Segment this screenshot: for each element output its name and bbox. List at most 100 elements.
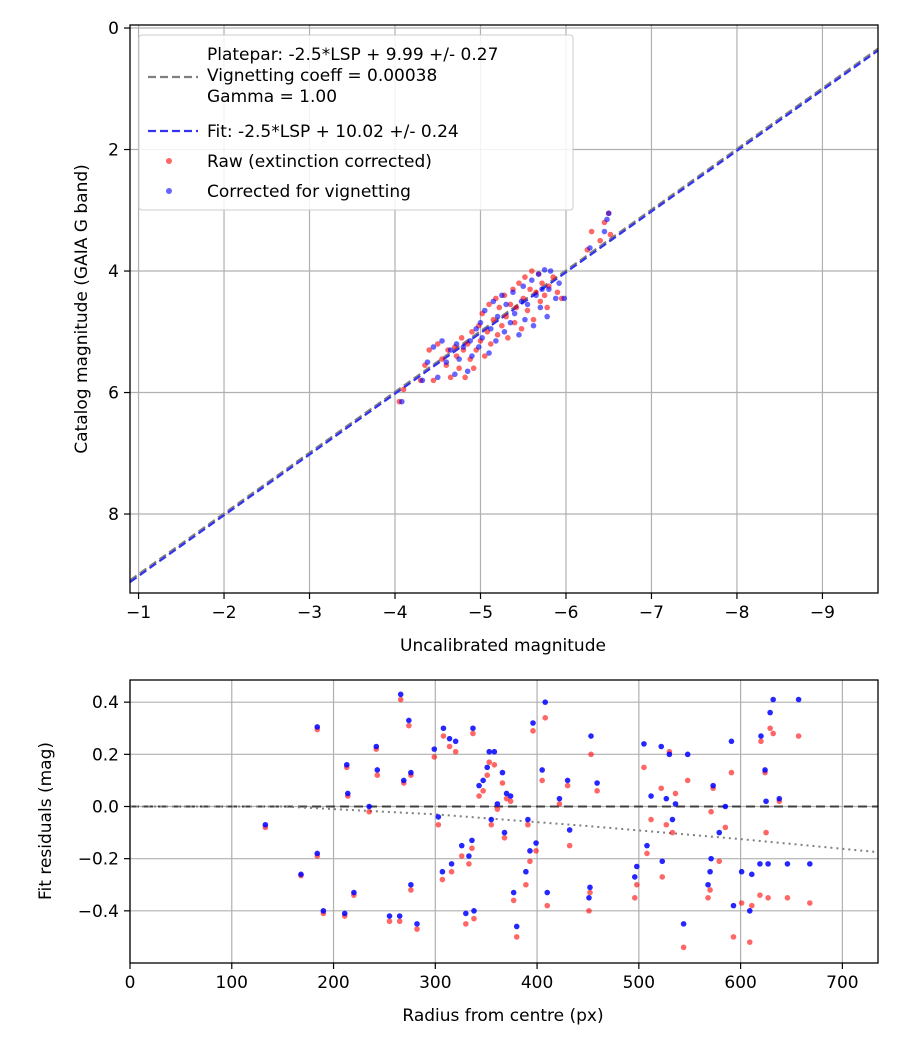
raw-point: [456, 365, 462, 372]
corrected-residual-point: [525, 816, 531, 823]
raw-residual-point: [503, 795, 510, 802]
raw-residual-point: [501, 835, 508, 841]
corrected-residual-point: [396, 913, 403, 919]
raw-residual-point: [386, 918, 393, 925]
corrected-residual-point: [776, 795, 783, 802]
raw-residual-point: [491, 761, 498, 768]
raw-residual-point: [484, 772, 491, 779]
raw-residual-point: [435, 821, 442, 828]
raw-residual-point: [770, 730, 776, 737]
raw-point: [588, 228, 595, 235]
top-y-tick-label: 8: [108, 505, 119, 525]
top-y-axis-label: Catalog magnitude (GAIA G band): [72, 164, 92, 454]
corrected-point: [473, 325, 480, 332]
bottom-y-ticks: 0.4 0.2 0.0 −0.2 −0.4: [78, 693, 130, 922]
corrected-residual-point: [666, 751, 673, 758]
legend-platepar-label: Platepar: -2.5*LSP + 9.99 +/- 0.27 Vigne…: [207, 45, 504, 107]
corrected-point: [399, 398, 405, 405]
corrected-point: [522, 316, 528, 323]
raw-point: [481, 353, 488, 359]
corrected-residual-point: [439, 868, 446, 875]
raw-residual-point: [763, 829, 769, 836]
corrected-point: [552, 295, 559, 302]
corrected-residual-point: [491, 748, 498, 755]
bottom-reference-lines: [130, 805, 879, 854]
raw-residual-point: [684, 777, 691, 784]
corrected-residual-point: [452, 738, 459, 745]
top-x-tick-label: −4: [382, 603, 407, 623]
top-y-tick-label: 0: [108, 19, 119, 39]
raw-residual-point: [448, 868, 455, 875]
corrected-residual-point: [448, 861, 455, 867]
top-y-tick-label: 2: [108, 141, 119, 161]
raw-point: [518, 325, 525, 332]
top-plot-frame: [129, 24, 879, 594]
corrected-point: [456, 356, 462, 362]
raw-point: [527, 286, 533, 293]
legend-raw-label: Raw (extinction corrected): [207, 152, 432, 172]
corrected-residual-point: [408, 881, 414, 888]
raw-point: [528, 268, 535, 274]
raw-residual-point: [452, 748, 459, 755]
raw-residual-point: [406, 722, 412, 729]
top-x-tick-label: −7: [639, 603, 664, 623]
corrected-residual-point: [634, 863, 640, 870]
bottom-x-tick-label: 500: [623, 973, 655, 993]
top-scatter-points: [396, 210, 614, 405]
raw-residual-point: [566, 842, 573, 849]
corrected-residual-point: [539, 767, 545, 773]
corrected-residual-point: [641, 741, 647, 747]
corrected-point: [511, 310, 518, 317]
corrected-residual-point: [648, 793, 654, 799]
corrected-point: [547, 268, 554, 274]
corrected-residual-point: [795, 696, 802, 703]
corrected-residual-point: [486, 748, 493, 755]
raw-point: [462, 374, 468, 381]
raw-point: [499, 322, 505, 329]
legend-raw-marker: [166, 158, 172, 164]
corrected-point: [507, 319, 514, 326]
corrected-point: [453, 341, 460, 347]
corrected-residual-point: [730, 902, 737, 909]
corrected-residual-point: [738, 868, 745, 875]
raw-residual-point: [594, 788, 600, 794]
corrected-residual-point: [513, 923, 520, 930]
corrected-point: [447, 347, 454, 353]
bottom-x-tick-label: 100: [216, 973, 248, 993]
corrected-residual-point: [470, 725, 476, 732]
corrected-residual-point: [587, 884, 593, 891]
raw-residual-point: [556, 801, 563, 807]
corrected-residual-point: [507, 793, 514, 799]
raw-residual-point: [680, 944, 687, 951]
raw-point: [516, 280, 522, 286]
top-x-tick-label: −9: [810, 603, 835, 623]
corrected-point: [467, 338, 474, 344]
corrected-residual-point: [341, 910, 348, 917]
corrected-point: [439, 338, 445, 344]
raw-residual-point: [366, 808, 372, 815]
bottom-x-axis-label: Radius from centre (px): [402, 1006, 603, 1026]
raw-residual-point: [396, 918, 403, 925]
bottom-x-tick-label: 400: [521, 973, 553, 993]
corrected-residual-point: [746, 908, 753, 914]
raw-point: [524, 307, 531, 314]
raw-residual-point: [757, 892, 763, 898]
corrected-residual-point: [530, 720, 536, 726]
raw-residual-point: [587, 889, 593, 896]
corrected-residual-point: [707, 868, 713, 875]
raw-residual-point: [658, 785, 665, 792]
raw-point: [430, 377, 437, 384]
corrected-residual-point: [262, 821, 269, 828]
top-x-tick-label: −2: [212, 603, 237, 623]
bottom-x-ticks: 0 100 200 300 400 500 600 700: [125, 963, 859, 993]
raw-point: [494, 332, 501, 338]
corrected-residual-point: [314, 850, 321, 857]
raw-residual-point: [539, 777, 545, 784]
corrected-residual-point: [406, 717, 412, 724]
legend-corrected-label: Corrected for vignetting: [207, 182, 411, 202]
corrected-point: [587, 245, 593, 251]
raw-residual-point: [749, 902, 755, 909]
corrected-residual-point: [767, 709, 773, 716]
corrected-point: [503, 301, 509, 308]
corrected-residual-point: [594, 780, 600, 786]
